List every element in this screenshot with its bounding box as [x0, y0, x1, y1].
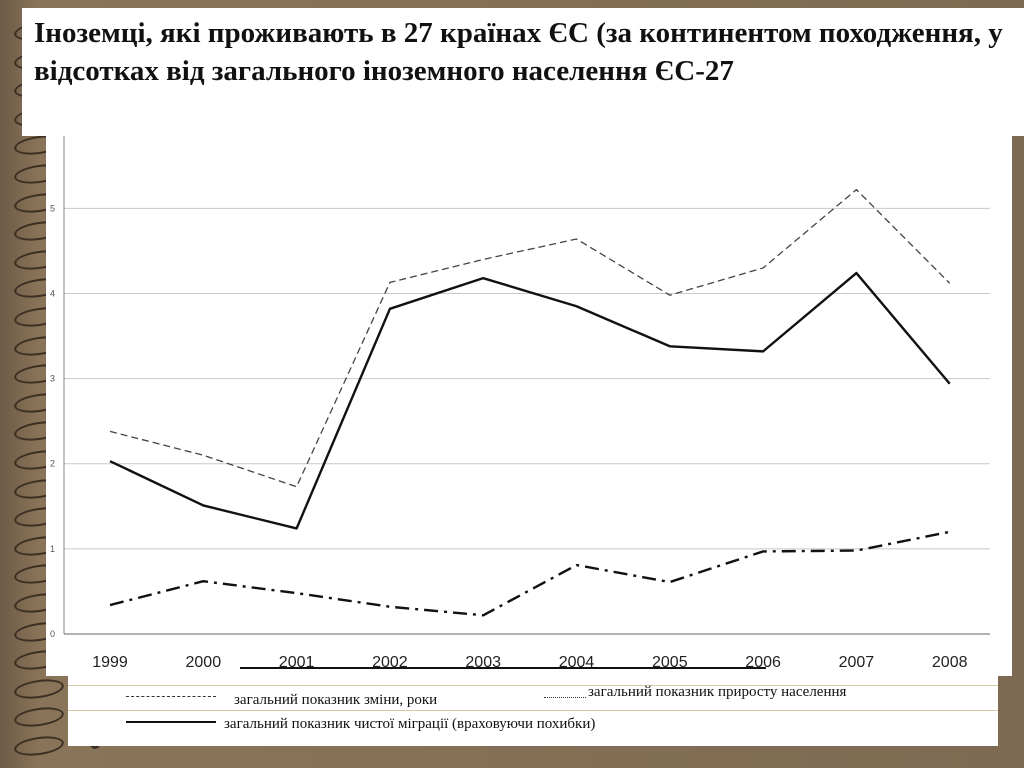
- series-line-solid: [109, 271, 951, 530]
- chart-panel: 0 1 2 3 4 5 1999 2000 2001 2002 2003 2004 2005 2006 20…: [46, 136, 1012, 676]
- x-tick-label: 2004: [559, 654, 595, 671]
- x-tick-label: 2001: [279, 654, 315, 671]
- y-tick-label: 4: [50, 288, 55, 298]
- x-tick-label: 2008: [932, 654, 968, 671]
- y-tick-label: 5: [50, 203, 55, 213]
- line-chart: 0 1 2 3 4 5 1999 2000 2001 2002 2003 2004 2005 2006 20…: [50, 136, 990, 671]
- binding-ring: [12, 676, 66, 702]
- title-panel: [22, 8, 1024, 136]
- legend-item-change: загальний показник зміни, роки: [234, 692, 438, 708]
- y-tick-label: 1: [50, 544, 55, 554]
- legend: загальний показник зміни, роки загальний…: [68, 676, 998, 746]
- legend-item-growth: загальний показник приросту населення: [588, 684, 847, 700]
- y-tick-label: 0: [50, 629, 55, 639]
- legend-dashdot-swatch: [544, 697, 586, 698]
- y-tick-label: 3: [50, 374, 55, 384]
- x-tick-label: 1999: [92, 654, 128, 671]
- binding-ring: [12, 733, 66, 759]
- binding-ring: [12, 704, 66, 730]
- series-line-dashdot: [109, 530, 950, 617]
- x-tick-label: 2005: [652, 654, 688, 671]
- legend-rule: [68, 685, 998, 686]
- x-tick-label: 2003: [465, 654, 501, 671]
- legend-dashed-swatch: [126, 696, 216, 697]
- series-line-dashed: [109, 188, 951, 488]
- legend-rule: [68, 710, 998, 711]
- x-tick-label: 2007: [839, 654, 875, 671]
- legend-solid-swatch: [126, 721, 216, 723]
- slide-title: Іноземці, які проживають в 27 країнах ЄС…: [34, 17, 1003, 87]
- x-tick-label: 2002: [372, 654, 408, 671]
- legend-item-migration: загальний показник чистої міграції (врах…: [224, 716, 596, 732]
- x-tick-label: 2006: [745, 654, 781, 671]
- x-tick-label: 2000: [186, 654, 222, 671]
- y-tick-label: 2: [50, 459, 55, 469]
